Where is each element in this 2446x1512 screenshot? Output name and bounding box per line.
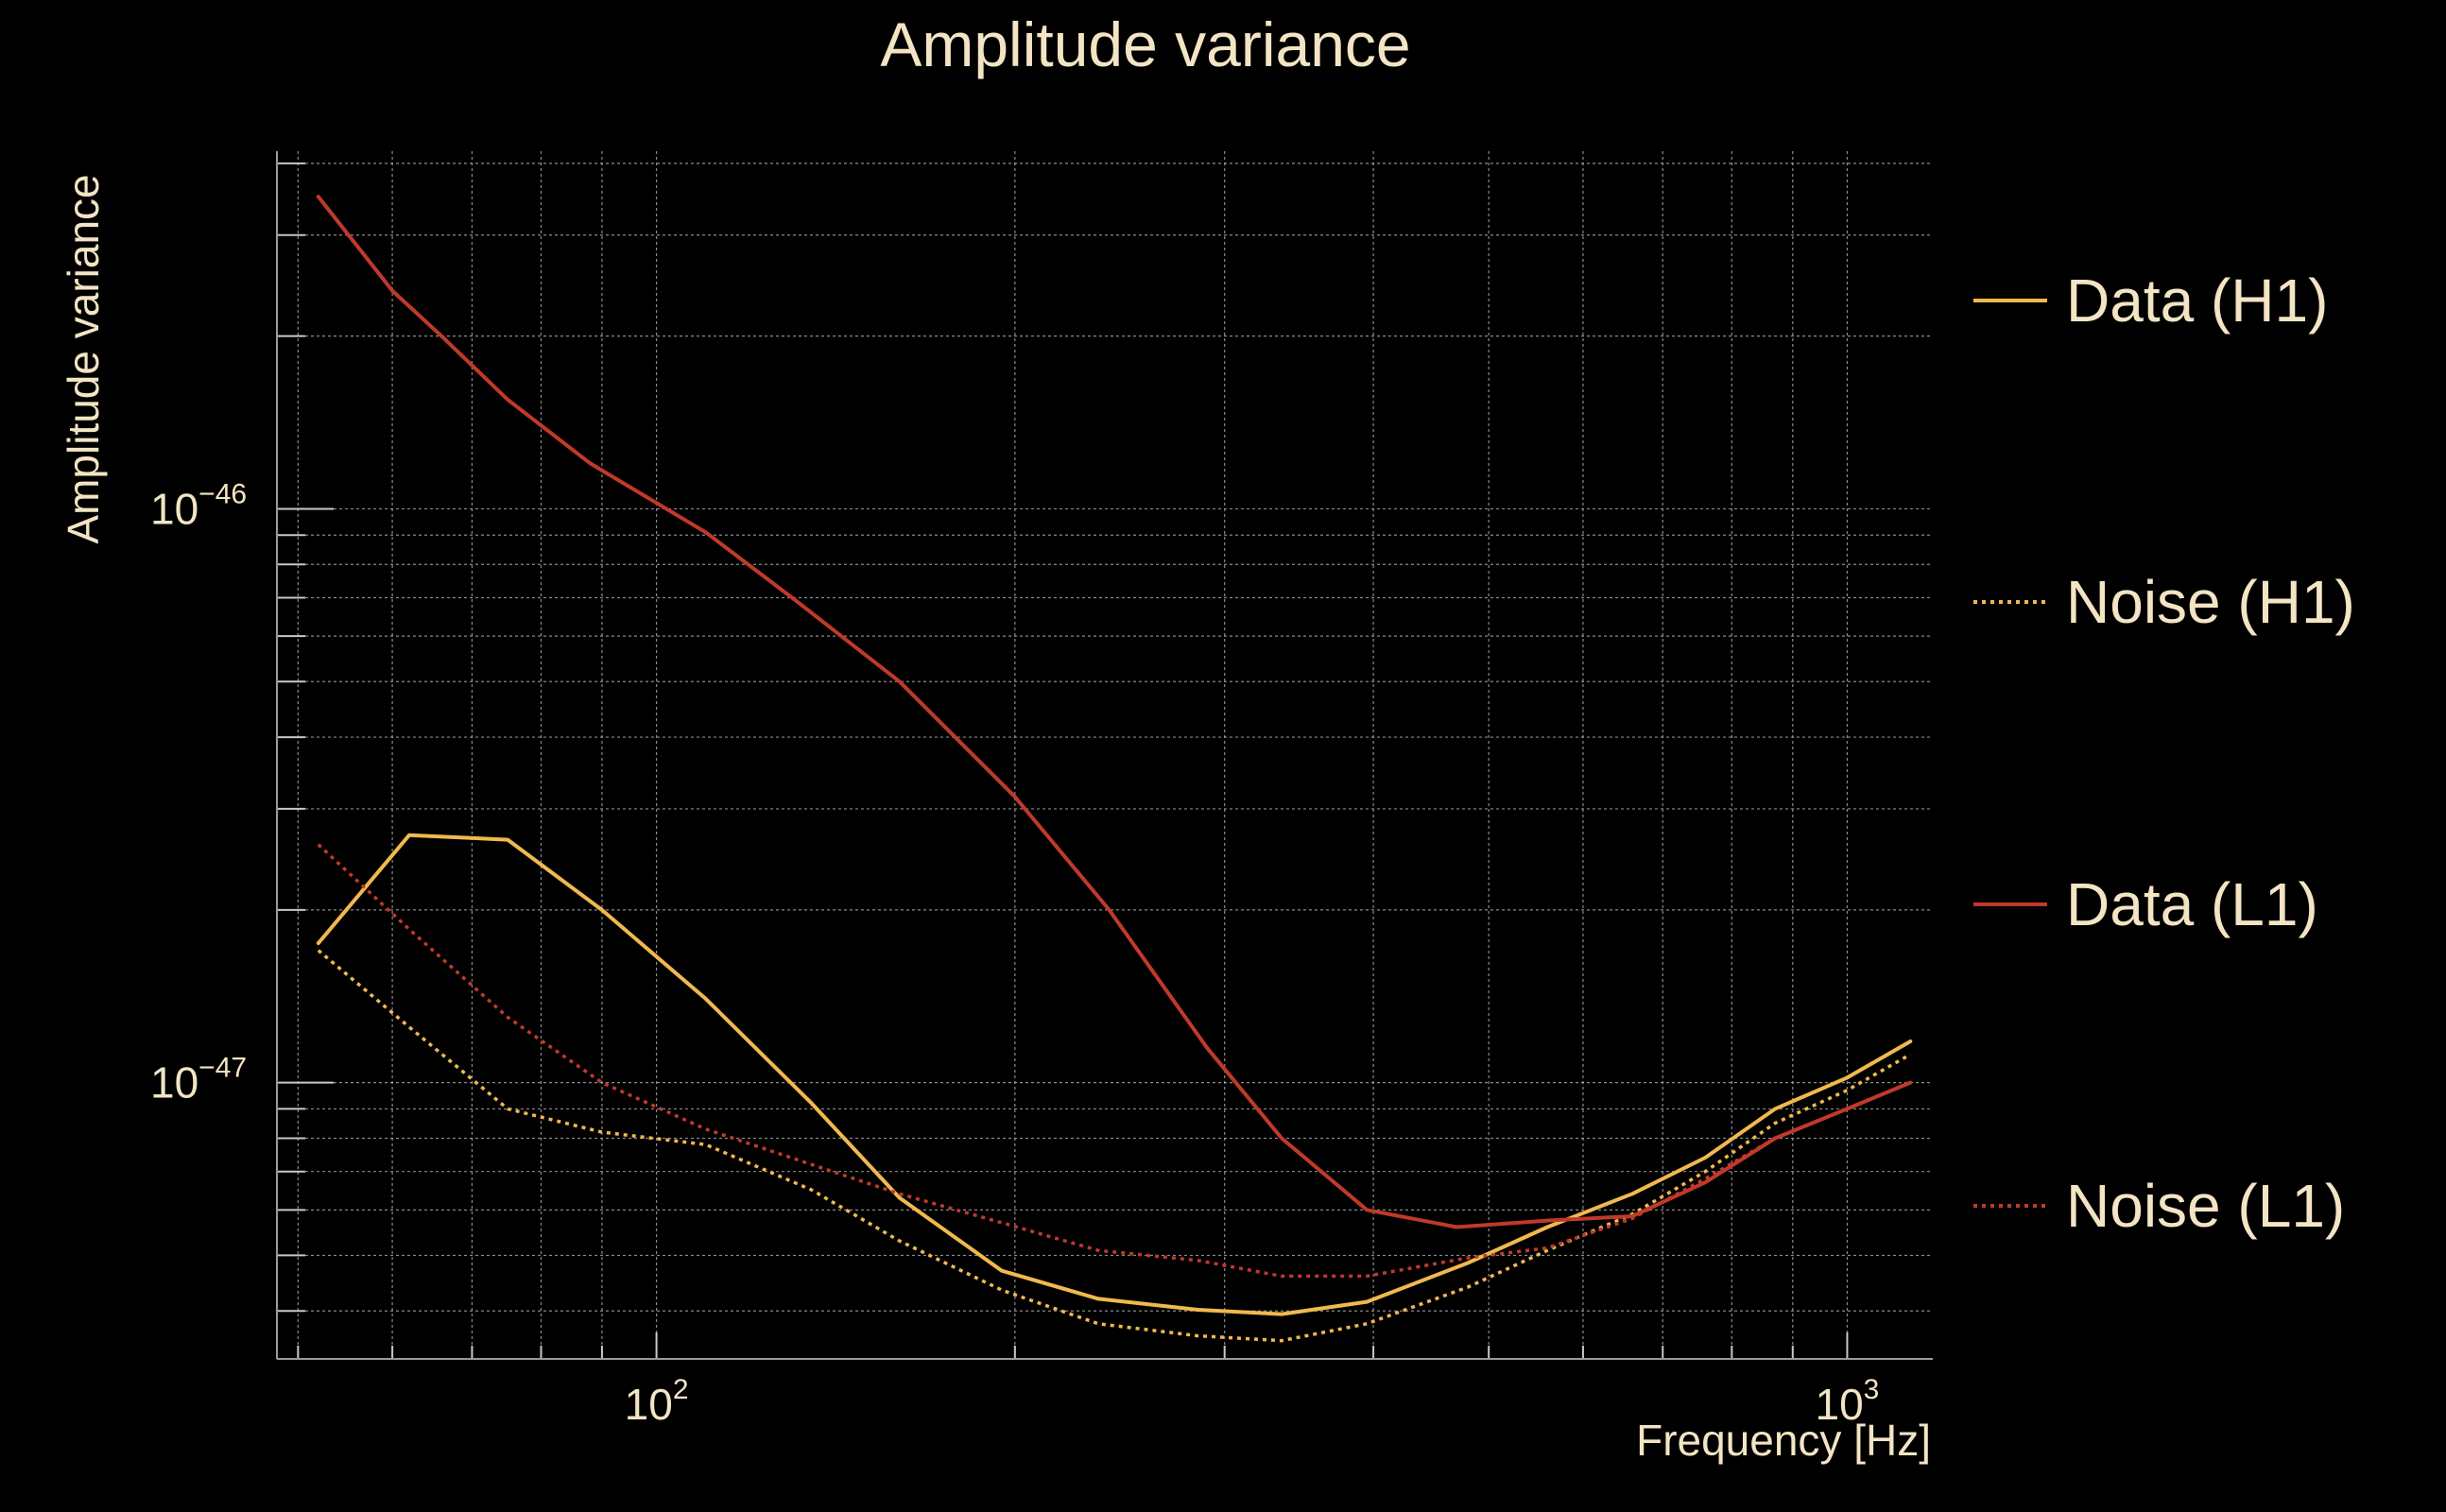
x-gridlines	[297, 151, 1849, 1359]
series-line-2	[316, 195, 1913, 1229]
tick-labels: 102 103 10−46 10−47	[150, 478, 1879, 1429]
legend-label: Data (L1)	[2066, 870, 2318, 938]
legend-label: Noise (H1)	[2066, 568, 2355, 636]
y-gridlines	[277, 163, 1933, 1312]
chart-title: Amplitude variance	[880, 9, 1410, 79]
legend-label: Noise (L1)	[2066, 1172, 2345, 1240]
y-tick-label: 10−46	[150, 478, 247, 533]
series-line-3	[317, 843, 1911, 1279]
series-lines	[316, 195, 1913, 1343]
y-axis-label: Amplitude variance	[59, 174, 108, 543]
legend-label: Data (H1)	[2066, 266, 2328, 335]
axis-ticks	[277, 162, 1849, 1359]
x-axis-label: Frequency [Hz]	[1636, 1416, 1931, 1465]
x-tick-label: 102	[625, 1374, 689, 1429]
x-tick-label: 103	[1816, 1374, 1880, 1429]
y-tick-label: 10−47	[150, 1053, 247, 1108]
series-line-0	[316, 833, 1913, 1316]
legend: Data (H1) Noise (H1) Data (L1) Noise (L1)	[1973, 266, 2355, 1240]
series-line-1	[317, 949, 1912, 1343]
